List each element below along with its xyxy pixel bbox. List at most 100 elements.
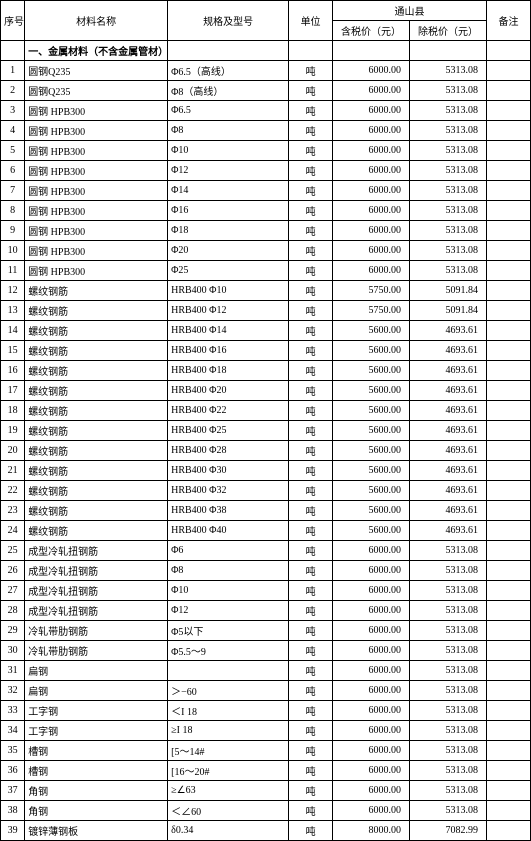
idx-cell: 19 [1,421,25,441]
spec-cell: ＜I 18 [168,701,289,721]
table-row: 39镀锌薄钢板δ0.34吨8000.007082.99 [1,821,531,841]
price-notax-cell: 5091.84 [410,281,487,301]
price-notax-cell: 7082.99 [410,821,487,841]
name-cell: 工字钢 [25,701,168,721]
unit-cell: 吨 [289,621,333,641]
name-cell: 角钢 [25,781,168,801]
spec-cell: HRB400 Φ16 [168,341,289,361]
name-cell: 螺纹钢筋 [25,301,168,321]
price-notax-cell: 5313.08 [410,181,487,201]
price-table: 序号 材料名称 规格及型号 单位 通山县 备注 含税价（元） 除税价（元） 一、… [0,0,531,841]
remark-cell [486,721,530,741]
idx-cell: 27 [1,581,25,601]
spec-cell: HRB400 Φ40 [168,521,289,541]
price-notax-cell: 5313.08 [410,121,487,141]
idx-cell: 17 [1,381,25,401]
price-tax-cell: 6000.00 [333,141,410,161]
price-notax-cell: 4693.61 [410,441,487,461]
unit-cell: 吨 [289,301,333,321]
remark-cell [486,661,530,681]
price-tax-cell: 5600.00 [333,421,410,441]
name-cell: 圆钢 HPB300 [25,181,168,201]
name-cell: 冷轧带肋钢筋 [25,641,168,661]
remark-cell [486,261,530,281]
remark-cell [486,281,530,301]
idx-cell: 2 [1,81,25,101]
spec-cell: HRB400 Φ14 [168,321,289,341]
spec-cell: HRB400 Φ32 [168,481,289,501]
spec-cell: HRB400 Φ25 [168,421,289,441]
unit-cell: 吨 [289,521,333,541]
spec-cell [168,661,289,681]
remark-cell [486,141,530,161]
remark-cell [486,441,530,461]
idx-cell: 37 [1,781,25,801]
name-cell: 扁钢 [25,681,168,701]
price-notax-cell: 5313.08 [410,601,487,621]
unit-cell: 吨 [289,701,333,721]
price-notax-cell: 5313.08 [410,801,487,821]
price-notax-cell: 5313.08 [410,81,487,101]
unit-cell: 吨 [289,541,333,561]
spec-cell: Φ8 [168,561,289,581]
price-notax-cell: 5313.08 [410,541,487,561]
price-notax-cell: 5313.08 [410,761,487,781]
idx-cell: 24 [1,521,25,541]
table-row: 38角钢＜∠60吨6000.005313.08 [1,801,531,821]
price-notax-cell: 5313.08 [410,61,487,81]
idx-cell: 4 [1,121,25,141]
unit-cell: 吨 [289,381,333,401]
idx-cell: 20 [1,441,25,461]
price-notax-cell: 5313.08 [410,621,487,641]
price-tax-cell: 6000.00 [333,121,410,141]
price-tax-cell: 6000.00 [333,801,410,821]
idx-cell: 38 [1,801,25,821]
section-title: 一、金属材料（不含金属管材） [25,41,168,61]
name-cell: 螺纹钢筋 [25,501,168,521]
remark-cell [486,641,530,661]
unit-cell: 吨 [289,461,333,481]
price-notax-cell: 4693.61 [410,461,487,481]
price-tax-cell: 8000.00 [333,821,410,841]
idx-cell: 22 [1,481,25,501]
spec-cell: δ0.34 [168,821,289,841]
spec-cell: Φ18 [168,221,289,241]
remark-cell [486,521,530,541]
price-tax-cell: 5600.00 [333,501,410,521]
unit-cell: 吨 [289,141,333,161]
unit-cell: 吨 [289,361,333,381]
price-notax-cell: 5313.08 [410,161,487,181]
name-cell: 圆钢 HPB300 [25,121,168,141]
table-row: 15螺纹钢筋HRB400 Φ16吨5600.004693.61 [1,341,531,361]
header-spec: 规格及型号 [168,1,289,41]
price-notax-cell: 4693.61 [410,521,487,541]
spec-cell: HRB400 Φ20 [168,381,289,401]
idx-cell: 10 [1,241,25,261]
idx-cell: 29 [1,621,25,641]
table-row: 21螺纹钢筋HRB400 Φ30吨5600.004693.61 [1,461,531,481]
spec-cell: Φ6.5（高线） [168,61,289,81]
table-row: 3圆钢 HPB300Φ6.5吨6000.005313.08 [1,101,531,121]
table-row: 29冷轧带肋钢筋Φ5以下吨6000.005313.08 [1,621,531,641]
table-row: 11圆钢 HPB300Φ25吨6000.005313.08 [1,261,531,281]
spec-cell: Φ12 [168,601,289,621]
price-tax-cell: 6000.00 [333,621,410,641]
name-cell: 圆钢 HPB300 [25,221,168,241]
name-cell: 圆钢 HPB300 [25,201,168,221]
table-row: 36槽钢[16～20#吨6000.005313.08 [1,761,531,781]
header-unit: 单位 [289,1,333,41]
name-cell: 槽钢 [25,761,168,781]
header-region: 通山县 [333,1,487,21]
unit-cell: 吨 [289,281,333,301]
price-tax-cell: 6000.00 [333,241,410,261]
remark-cell [486,501,530,521]
price-tax-cell: 6000.00 [333,541,410,561]
unit-cell: 吨 [289,721,333,741]
price-tax-cell: 6000.00 [333,781,410,801]
idx-cell: 36 [1,761,25,781]
name-cell: 圆钢 HPB300 [25,241,168,261]
spec-cell: HRB400 Φ10 [168,281,289,301]
price-notax-cell: 5313.08 [410,661,487,681]
unit-cell: 吨 [289,181,333,201]
spec-cell: ＜∠60 [168,801,289,821]
